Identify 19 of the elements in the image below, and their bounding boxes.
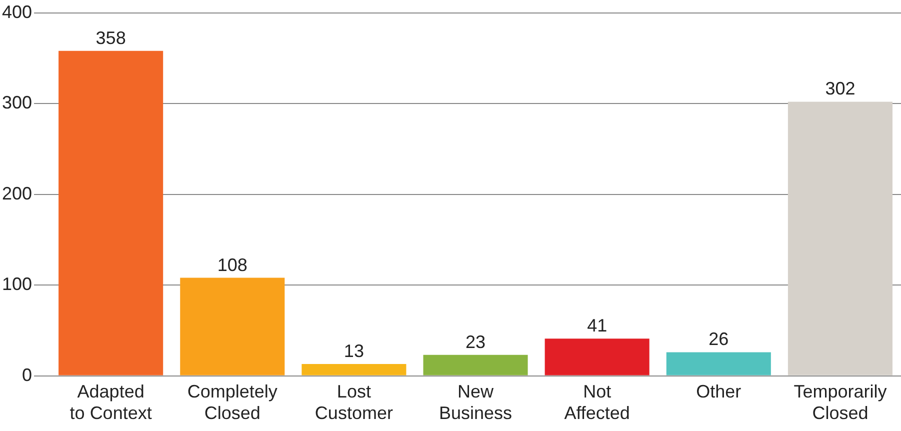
data-label: 108 bbox=[217, 254, 248, 275]
data-label: 358 bbox=[96, 28, 126, 48]
data-label: 13 bbox=[344, 340, 364, 361]
x-tick-label: Completely Closed bbox=[187, 382, 278, 424]
data-label: 41 bbox=[587, 316, 608, 336]
x-tick-label: Not Affected bbox=[564, 382, 630, 424]
y-tick-label: 400 bbox=[2, 2, 32, 22]
y-tick-label: 0 bbox=[22, 364, 32, 385]
x-tick-label: New Business bbox=[438, 382, 512, 424]
y-tick-label: 100 bbox=[2, 274, 32, 294]
x-tick-label: Adapted to Context bbox=[70, 382, 152, 424]
y-tick-label: 200 bbox=[2, 183, 32, 204]
data-label: 23 bbox=[466, 332, 486, 352]
x-tick-label: Other bbox=[696, 382, 742, 402]
x-tick-label: Temporarily Closed bbox=[794, 382, 887, 424]
data-label: 302 bbox=[825, 78, 856, 99]
y-tick-label: 300 bbox=[2, 92, 32, 113]
data-label: 26 bbox=[708, 329, 729, 350]
x-tick-label: Lost Customer bbox=[314, 382, 393, 424]
